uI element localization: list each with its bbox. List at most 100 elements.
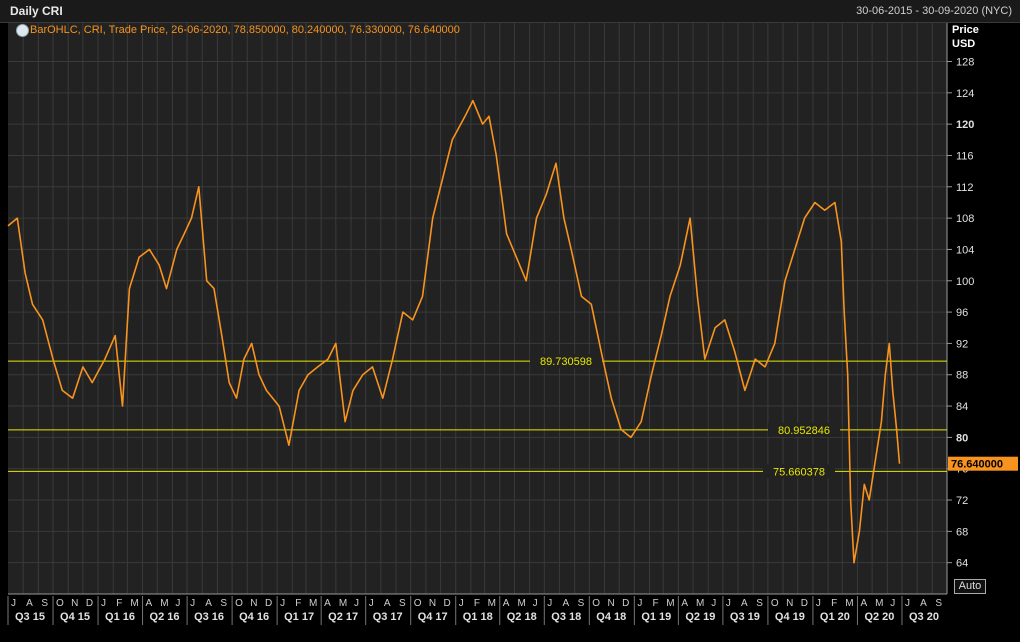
y-axis-title: Price — [952, 24, 979, 36]
x-tick-month: J — [190, 598, 195, 609]
x-tick-month: A — [741, 598, 748, 609]
x-tick-month: F — [474, 598, 480, 609]
x-tick-month: J — [11, 598, 16, 609]
auto-scale-button[interactable]: Auto — [954, 579, 986, 594]
last-price-marker — [948, 456, 1018, 471]
horizontal-line-label-bg — [768, 422, 840, 437]
x-tick-month: J — [354, 598, 359, 609]
y-tick-label: 116 — [956, 150, 974, 162]
x-tick-month: A — [384, 598, 391, 609]
x-tick-quarter: Q3 19 — [730, 611, 760, 623]
x-tick-quarter: Q2 18 — [507, 611, 537, 623]
horizontal-line-label: 80.952846 — [778, 425, 830, 437]
x-tick-quarter: Q3 20 — [909, 611, 939, 623]
x-tick-month: N — [71, 598, 78, 609]
y-tick-label: 80 — [956, 432, 968, 444]
x-tick-month: J — [816, 598, 821, 609]
x-tick-month: F — [116, 598, 122, 609]
y-tick-label: 112 — [956, 182, 974, 194]
y-tick-label: 124 — [956, 88, 974, 100]
x-tick-month: A — [681, 598, 688, 609]
x-tick-month: A — [26, 598, 33, 609]
x-tick-quarter: Q4 17 — [418, 611, 448, 623]
y-tick-label: 72 — [956, 495, 968, 507]
horizontal-line-label: 89.730598 — [540, 356, 592, 368]
x-tick-month: D — [86, 598, 93, 609]
x-tick-month: S — [935, 598, 942, 609]
x-tick-month: A — [562, 598, 569, 609]
x-tick-month: A — [205, 598, 212, 609]
legend-text[interactable]: BarOHLC, CRI, Trade Price, 26-06-2020, 7… — [30, 24, 460, 36]
y-tick-label: 100 — [956, 276, 974, 288]
x-tick-month: S — [756, 598, 763, 609]
x-tick-quarter: Q1 17 — [284, 611, 314, 623]
x-tick-month: O — [771, 598, 779, 609]
x-tick-month: J — [637, 598, 642, 609]
x-tick-quarter: Q1 19 — [641, 611, 671, 623]
x-tick-quarter: Q4 18 — [596, 611, 626, 623]
y-tick-label: 128 — [956, 56, 974, 68]
x-tick-quarter: Q2 16 — [150, 611, 180, 623]
x-tick-month: F — [652, 598, 658, 609]
y-tick-label: 108 — [956, 213, 974, 225]
x-tick-month: O — [592, 598, 600, 609]
x-tick-month: J — [280, 598, 285, 609]
x-tick-quarter: Q4 15 — [60, 611, 90, 623]
x-tick-month: J — [726, 598, 731, 609]
x-tick-month: J — [369, 598, 374, 609]
x-tick-month: F — [831, 598, 837, 609]
horizontal-line-label-bg — [763, 464, 835, 479]
x-tick-month: M — [666, 598, 674, 609]
x-tick-month: A — [324, 598, 331, 609]
x-tick-month: M — [130, 598, 138, 609]
x-tick-month: M — [517, 598, 525, 609]
x-tick-month: D — [801, 598, 808, 609]
x-tick-quarter: Q1 16 — [105, 611, 135, 623]
y-axis-unit: USD — [952, 38, 975, 50]
x-tick-month: O — [235, 598, 243, 609]
y-tick-label: 96 — [956, 307, 968, 319]
x-tick-month: D — [622, 598, 629, 609]
x-tick-month: J — [459, 598, 464, 609]
x-tick-quarter: Q3 16 — [194, 611, 224, 623]
x-tick-quarter: Q4 19 — [775, 611, 805, 623]
x-tick-month: F — [295, 598, 301, 609]
x-tick-month: D — [265, 598, 272, 609]
x-tick-month: J — [905, 598, 910, 609]
x-tick-quarter: Q3 17 — [373, 611, 403, 623]
y-tick-label: 68 — [956, 526, 968, 538]
x-tick-month: J — [175, 598, 180, 609]
x-tick-month: O — [414, 598, 422, 609]
x-tick-month: M — [845, 598, 853, 609]
clock-icon[interactable] — [16, 24, 29, 37]
x-tick-month: O — [56, 598, 64, 609]
x-tick-month: M — [339, 598, 347, 609]
x-tick-month: A — [860, 598, 867, 609]
x-tick-month: J — [533, 598, 538, 609]
x-tick-month: D — [444, 598, 451, 609]
title-bar: Daily CRI 30-06-2015 - 30-09-2020 (NYC) — [0, 0, 1020, 23]
x-tick-month: S — [578, 598, 585, 609]
x-tick-month: A — [920, 598, 927, 609]
x-tick-month: M — [875, 598, 883, 609]
x-tick-quarter: Q2 17 — [328, 611, 358, 623]
x-tick-quarter: Q2 19 — [685, 611, 715, 623]
horizontal-line-label: 75.660378 — [773, 466, 825, 478]
x-tick-month: S — [399, 598, 406, 609]
x-tick-month: M — [696, 598, 704, 609]
x-tick-month: M — [309, 598, 317, 609]
chart-title: Daily CRI — [10, 4, 63, 18]
y-tick-label: 64 — [956, 558, 968, 570]
y-tick-label: 104 — [956, 244, 974, 256]
y-tick-label: 92 — [956, 338, 968, 350]
x-tick-month: N — [250, 598, 257, 609]
x-tick-month: J — [101, 598, 106, 609]
x-tick-month: N — [786, 598, 793, 609]
x-tick-quarter: Q3 15 — [15, 611, 45, 623]
x-tick-quarter: Q2 20 — [864, 611, 894, 623]
last-price-label: 76.640000 — [951, 459, 1003, 471]
price-series-line[interactable] — [7, 99, 901, 564]
x-tick-month: N — [607, 598, 614, 609]
